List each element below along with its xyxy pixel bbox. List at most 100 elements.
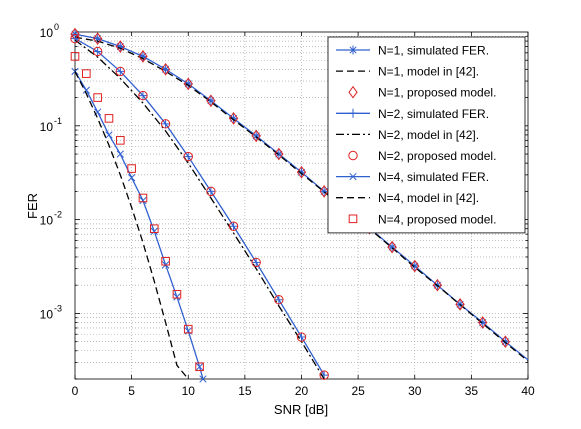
data-point — [183, 152, 193, 162]
legend-box — [327, 36, 526, 234]
plot-area — [70, 27, 529, 383]
data-point — [115, 66, 125, 76]
data-point — [138, 90, 148, 101]
x-tick-label: 15 — [238, 384, 252, 398]
marker-shape — [319, 185, 329, 198]
series-line — [74, 39, 325, 380]
data-point — [195, 362, 204, 372]
marker-shape — [296, 165, 307, 179]
marker-shape — [70, 33, 80, 44]
legend-marker — [348, 214, 358, 224]
data-point — [251, 129, 261, 143]
data-point — [206, 94, 216, 108]
marker-shape — [161, 64, 171, 74]
legend-entry: N=2, simulated FER. — [336, 107, 489, 121]
marker-shape — [274, 295, 284, 305]
data-point — [455, 297, 465, 311]
data-point — [149, 224, 159, 234]
data-point — [432, 278, 443, 292]
marker-shape — [348, 108, 358, 118]
data-point — [93, 93, 102, 102]
data-point — [199, 375, 207, 383]
marker-shape — [206, 96, 216, 106]
data-point — [70, 52, 80, 61]
marker-shape — [172, 289, 182, 299]
marker-shape — [410, 261, 420, 271]
marker-shape — [127, 164, 136, 173]
marker-shape — [173, 293, 181, 301]
series-7 — [71, 67, 207, 383]
marker-shape — [296, 332, 307, 342]
marker-shape — [229, 221, 239, 231]
legend-marker — [348, 45, 358, 55]
data-point — [296, 332, 307, 342]
data-point — [93, 46, 103, 56]
series-line — [74, 38, 325, 376]
legend-label: N=2, model in [42]. — [378, 128, 479, 142]
x-tick-label: 20 — [295, 384, 309, 398]
marker-shape — [478, 316, 488, 329]
data-point — [138, 51, 148, 61]
marker-shape — [228, 221, 239, 231]
data-point — [387, 242, 397, 252]
marker-shape — [70, 34, 80, 44]
marker-shape — [500, 335, 510, 349]
data-point — [115, 40, 125, 53]
marker-shape — [183, 77, 193, 91]
x-tick-label: 0 — [72, 384, 79, 398]
marker-shape — [229, 113, 239, 123]
marker-shape — [92, 46, 103, 57]
marker-shape — [115, 66, 125, 76]
legend-entry: N=4, proposed model. — [348, 212, 496, 226]
data-point — [500, 335, 510, 349]
marker-shape — [93, 34, 103, 44]
marker-shape — [105, 131, 113, 139]
data-point — [251, 257, 261, 267]
data-point — [172, 289, 182, 299]
marker-shape — [297, 167, 306, 177]
legend-marker — [348, 150, 358, 161]
y-tick-label: 10 — [40, 26, 54, 40]
marker-shape — [116, 136, 125, 145]
data-point — [173, 293, 181, 301]
data-point — [138, 50, 148, 63]
data-point — [274, 147, 284, 161]
data-point — [228, 221, 239, 231]
y-tick-exponent: 0 — [54, 22, 59, 32]
x-tick-label: 30 — [408, 384, 422, 398]
legend-entry: N=1, simulated FER. — [336, 44, 489, 58]
legend-marker — [349, 172, 357, 181]
data-point — [105, 131, 113, 139]
marker-shape — [127, 174, 136, 182]
marker-shape — [82, 86, 90, 94]
data-point — [195, 363, 204, 371]
series-6 — [70, 33, 329, 380]
marker-shape — [206, 186, 216, 196]
legend-label: N=1, proposed model. — [378, 86, 496, 100]
data-point — [115, 42, 125, 52]
legend-label: N=4, proposed model. — [378, 212, 496, 226]
marker-shape — [387, 240, 397, 254]
marker-shape — [195, 362, 204, 372]
data-point — [104, 114, 114, 123]
marker-shape — [161, 256, 170, 266]
marker-shape — [251, 129, 261, 143]
data-point — [387, 240, 397, 254]
marker-shape — [348, 150, 358, 161]
legend-marker — [348, 85, 358, 99]
legend-entry: N=2, proposed model. — [348, 149, 496, 163]
legend-label: N=2, proposed model. — [378, 149, 496, 163]
marker-shape — [348, 214, 358, 224]
data-point — [183, 324, 193, 334]
x-tick-label: 25 — [351, 384, 365, 398]
x-tick-label: 35 — [465, 384, 479, 398]
marker-shape — [478, 318, 488, 328]
marker-shape — [138, 91, 148, 101]
x-tick-label: 10 — [182, 384, 196, 398]
x-tick-label: 40 — [521, 384, 535, 398]
marker-shape — [161, 119, 171, 129]
x-axis-label: SNR [dB] — [274, 402, 328, 417]
marker-shape — [251, 257, 261, 268]
marker-shape — [115, 66, 126, 77]
marker-shape — [70, 52, 80, 61]
